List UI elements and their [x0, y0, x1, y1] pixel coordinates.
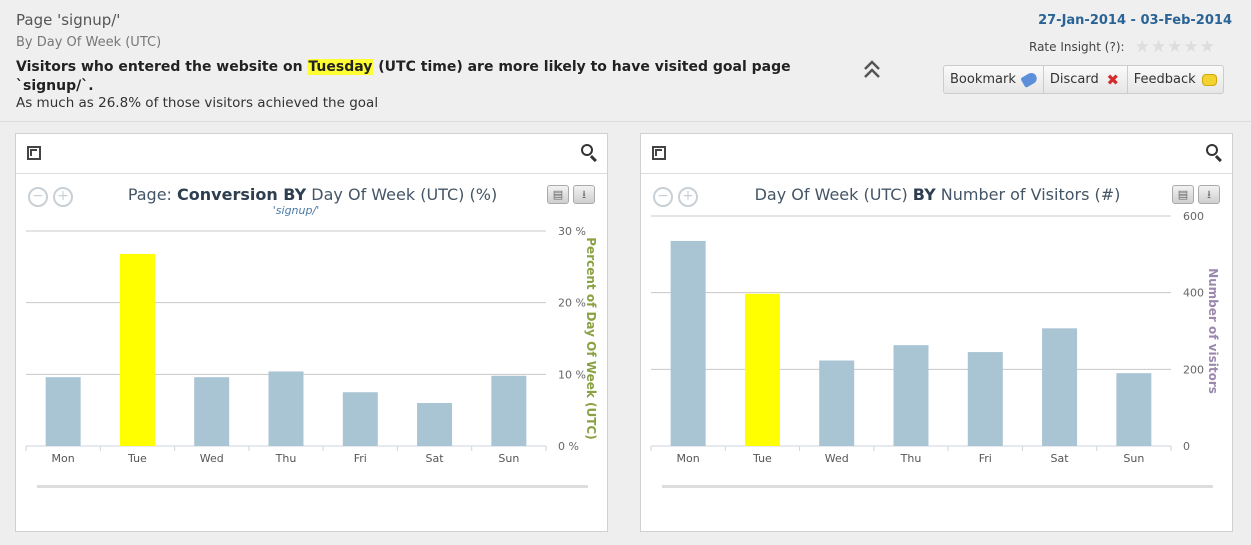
bar: [268, 371, 304, 446]
chart-title-pre: Page:: [127, 185, 178, 204]
x-tick-label: Thu: [900, 452, 922, 465]
y-tick-label: 20 %: [558, 297, 586, 310]
x-tick-label: Fri: [354, 452, 367, 465]
zoom-out-icon[interactable]: −: [653, 187, 673, 207]
rate-insight-label: Rate Insight (?):: [1029, 40, 1125, 54]
bar: [119, 253, 155, 446]
bar: [670, 240, 706, 446]
insight-actions: Bookmark Discard ✖ Feedback: [943, 65, 1224, 94]
discard-label: Discard: [1049, 72, 1099, 87]
print-icon[interactable]: ▤: [1172, 185, 1194, 204]
insight-page: `signup/`.: [16, 78, 94, 94]
y-tick-label: 0: [1183, 440, 1190, 453]
x-tick-label: Tue: [752, 452, 772, 465]
panel-toolbar: [641, 134, 1232, 174]
bar: [194, 377, 230, 446]
star-icon[interactable]: ★: [1199, 37, 1215, 57]
x-tick-label: Mon: [52, 452, 75, 465]
close-icon: ✖: [1106, 70, 1120, 89]
search-icon[interactable]: [1206, 144, 1224, 162]
x-tick-label: Sun: [498, 452, 519, 465]
expand-icon[interactable]: [27, 146, 41, 160]
tag-icon: [1020, 70, 1039, 89]
y-tick-label: 30 %: [558, 225, 586, 238]
rating-stars: ★ ★ ★ ★ ★: [1134, 37, 1215, 57]
bar: [45, 377, 81, 446]
achieved-text: As much as 26.8% of those visitors achie…: [16, 95, 379, 111]
y-tick-label: 600: [1183, 210, 1204, 223]
expand-icon[interactable]: [652, 146, 666, 160]
date-range[interactable]: 27-Jan-2014 - 03-Feb-2014: [1038, 13, 1232, 28]
rate-insight: Rate Insight (?): ★ ★ ★ ★ ★: [1029, 37, 1215, 57]
chart-title: Day Of Week (UTC) BY Number of Visitors …: [641, 185, 1234, 204]
conversion-bar-chart: 0 % 10 % 20 % 30 %Percent of Day Of Week (U…: [25, 225, 598, 465]
visitors-chart-panel: − + Day Of Week (UTC) BY Number of Visit…: [640, 133, 1233, 532]
visitors-bar-chart: 0 200 400 600 Number of visitors Mon Tue Wed Thu…: [650, 210, 1220, 465]
chart-title-post: Day Of Week (UTC) (%): [306, 185, 498, 204]
star-icon[interactable]: ★: [1150, 37, 1167, 57]
x-tick-label: Tue: [127, 452, 147, 465]
zoom-in-icon[interactable]: +: [678, 187, 698, 207]
y-tick-label: 400: [1183, 287, 1204, 300]
download-icon[interactable]: ⭳: [1198, 185, 1220, 204]
insight-highlight: Tuesday: [307, 59, 374, 75]
chart-title: Page: Conversion BY Day Of Week (UTC) (%…: [16, 185, 609, 204]
x-tick-label: Fri: [979, 452, 992, 465]
chart-subtitle: 'signup/': [272, 204, 320, 217]
bar: [1116, 373, 1152, 446]
chart-scrollbar[interactable]: [37, 485, 588, 488]
bar: [744, 293, 780, 446]
conversion-chart-panel: − + Page: Conversion BY Day Of Week (UTC…: [15, 133, 608, 532]
print-icon[interactable]: ▤: [547, 185, 569, 204]
bar: [342, 392, 378, 446]
bar: [893, 345, 929, 446]
x-tick-label: Sat: [426, 452, 445, 465]
insight-text: Visitors who entered the website on Tues…: [16, 58, 816, 96]
x-tick-label: Wed: [825, 452, 849, 465]
bar: [1042, 328, 1078, 446]
x-tick-label: Sat: [1051, 452, 1070, 465]
bar: [819, 360, 855, 446]
bookmark-button[interactable]: Bookmark: [944, 66, 1044, 93]
chart-title-post: Number of Visitors (#): [935, 185, 1121, 204]
panel-toolbar: [16, 134, 607, 174]
bookmark-label: Bookmark: [950, 72, 1016, 87]
insight-mid: (UTC time) are more likely to have visit…: [373, 59, 791, 75]
feedback-label: Feedback: [1133, 72, 1196, 87]
chart-title-pre: Day Of Week (UTC): [754, 185, 913, 204]
page-title: Page 'signup/': [16, 11, 121, 29]
discard-button[interactable]: Discard ✖: [1044, 66, 1128, 93]
page-subtitle: By Day Of Week (UTC): [16, 35, 162, 50]
x-tick-label: Mon: [677, 452, 700, 465]
y-axis-title: Percent of Day Of Week (UTC): [584, 237, 598, 439]
insight-pre: Visitors who entered the website on: [16, 59, 308, 75]
bar: [491, 375, 527, 446]
chart-scrollbar[interactable]: [662, 485, 1213, 488]
zoom-out-icon[interactable]: −: [28, 187, 48, 207]
chart-title-bold: Conversion BY: [177, 185, 307, 204]
insight-header: Page 'signup/' By Day Of Week (UTC) Visi…: [0, 0, 1251, 122]
y-tick-label: 0 %: [558, 440, 579, 453]
x-tick-label: Wed: [200, 452, 224, 465]
download-icon[interactable]: ⭳: [573, 185, 595, 204]
speech-bubble-icon: [1201, 73, 1217, 86]
collapse-up-icon[interactable]: [862, 58, 882, 82]
star-icon[interactable]: ★: [1183, 37, 1199, 57]
zoom-in-icon[interactable]: +: [53, 187, 73, 207]
bar: [417, 403, 453, 446]
star-icon[interactable]: ★: [1167, 37, 1183, 57]
y-tick-label: 200: [1183, 363, 1204, 376]
chart-title-bold: BY: [912, 185, 936, 204]
star-icon[interactable]: ★: [1134, 37, 1150, 57]
y-axis-title: Number of visitors: [1206, 268, 1220, 394]
x-tick-label: Sun: [1123, 452, 1144, 465]
y-tick-label: 10 %: [558, 368, 586, 381]
x-tick-label: Thu: [275, 452, 297, 465]
bar: [967, 352, 1003, 446]
feedback-button[interactable]: Feedback: [1128, 66, 1223, 93]
search-icon[interactable]: [581, 144, 599, 162]
